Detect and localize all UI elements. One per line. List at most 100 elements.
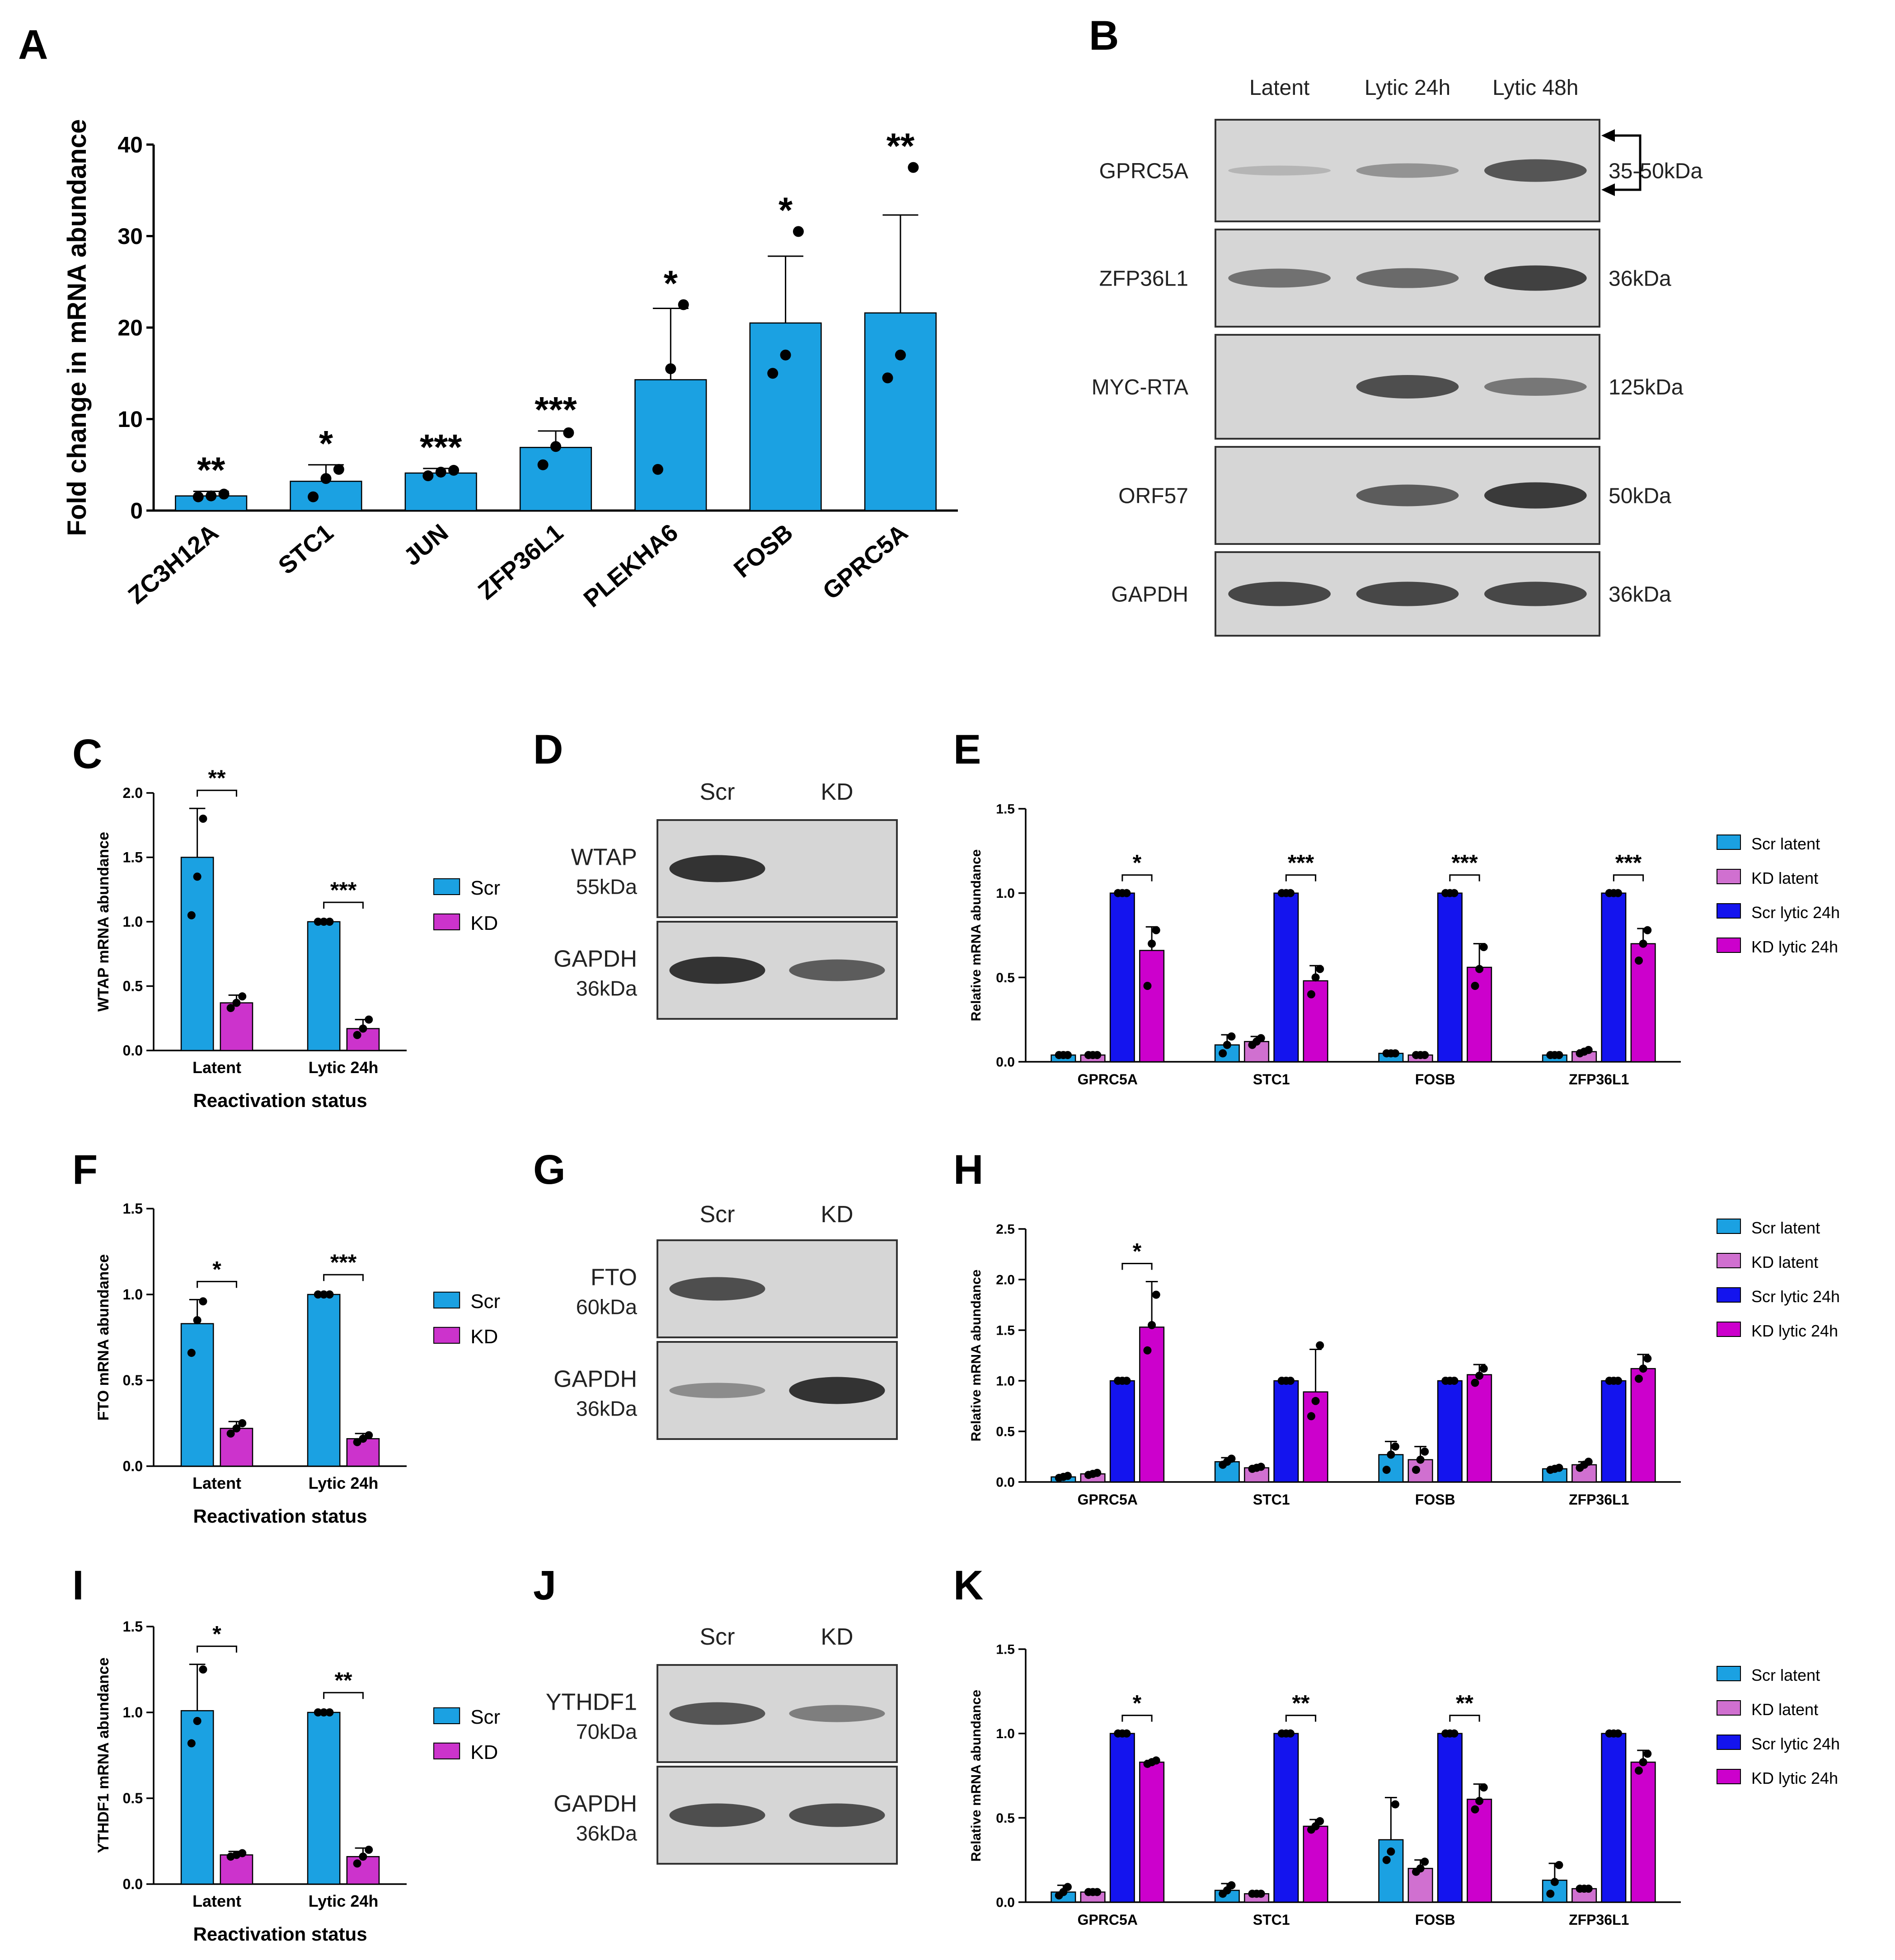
chart-h-relative-mrna: 0.0 0.5 1.0 1.5 2.0 2.5 Relative mRNA abundanc… — [969, 1219, 1840, 1508]
bar — [1303, 1825, 1328, 1903]
x-tick-label: ZFP36L1 — [1569, 1491, 1629, 1508]
bar — [1378, 1454, 1404, 1483]
data-point — [1546, 1890, 1555, 1898]
data-point — [1416, 1455, 1425, 1464]
significance-bracket — [1449, 874, 1480, 882]
significance-marker: *** — [535, 389, 577, 430]
significance-marker: * — [664, 263, 678, 303]
data-point — [238, 1849, 247, 1857]
data-point — [1143, 982, 1152, 990]
data-point — [1475, 1371, 1484, 1380]
data-point — [1064, 1051, 1072, 1060]
bar — [519, 447, 592, 511]
bar — [220, 1002, 253, 1051]
legend-swatch — [1717, 1322, 1741, 1337]
y-tick-label: 0.5 — [123, 1790, 143, 1806]
data-point — [767, 368, 779, 379]
y-tick-label: 1.0 — [123, 1704, 143, 1721]
x-tick-label: Lytic 24h — [309, 1058, 379, 1077]
legend-swatch — [1717, 1219, 1741, 1234]
y-tick-label: 0.0 — [123, 1458, 143, 1474]
y-tick-label: 0.5 — [996, 971, 1015, 985]
bar — [1273, 1733, 1299, 1903]
data-point — [1634, 957, 1643, 965]
blot-band — [669, 957, 765, 984]
legend-swatch — [1717, 835, 1741, 850]
y-tick-label: 0.0 — [996, 1895, 1015, 1910]
chart-i-ythdf1: 0.0 0.5 1.0 1.5 YTHDF1 mRNA abundance Reactiv… — [95, 1618, 500, 1945]
data-point — [1387, 1847, 1395, 1856]
data-point — [422, 470, 434, 482]
significance-marker: ** — [335, 1668, 352, 1693]
blot-column-label: Lytic 24h — [1365, 76, 1450, 100]
legend-swatch — [1717, 1253, 1741, 1268]
data-point — [314, 1290, 322, 1299]
data-point — [1391, 1800, 1400, 1809]
bar — [1601, 1380, 1627, 1483]
bar — [180, 857, 214, 1051]
legend-label: Scr latent — [1751, 835, 1820, 853]
data-point — [1093, 1051, 1102, 1060]
y-tick-label: 1.5 — [996, 802, 1015, 817]
legend-label: KD — [470, 1326, 498, 1348]
x-tick-label: STC1 — [1253, 1491, 1290, 1508]
data-point — [1143, 1346, 1152, 1355]
panel-letter-k: K — [953, 1562, 983, 1608]
significance-bracket — [197, 1646, 237, 1653]
legend-label: Scr — [470, 877, 500, 899]
y-tick-label: 10 — [117, 407, 143, 432]
y-tick-label: 40 — [117, 132, 143, 158]
western-blot-d: Scr KD WTAP 55kDa GAPDH 36kDa — [553, 779, 898, 1020]
data-point — [206, 490, 217, 502]
data-point — [1227, 1881, 1236, 1890]
blot-row-label: GAPDH — [1111, 582, 1188, 606]
significance-marker: * — [1133, 850, 1142, 876]
data-point — [1286, 889, 1295, 897]
data-point — [1152, 926, 1160, 934]
blot-band — [1356, 268, 1459, 288]
data-point — [319, 918, 328, 926]
chart-e-relative-mrna: 0.0 0.5 1.0 1.5 Relative mRNA abundance * GPRC… — [969, 802, 1840, 1088]
data-point — [1421, 1857, 1429, 1866]
x-axis-title: Reactivation status — [193, 1505, 367, 1527]
data-point — [314, 1708, 322, 1716]
bar — [180, 1323, 214, 1467]
blot-column-label: Lytic 48h — [1492, 76, 1578, 100]
bar — [1273, 892, 1299, 1063]
bar — [1437, 1733, 1463, 1903]
data-point — [1316, 965, 1324, 973]
data-point — [1316, 1817, 1324, 1825]
legend-swatch — [433, 1327, 460, 1344]
data-point — [1391, 1049, 1400, 1058]
y-tick-label: 1.5 — [123, 1618, 143, 1635]
data-point — [1122, 1729, 1131, 1738]
bar — [1139, 1327, 1165, 1483]
data-point — [365, 1846, 373, 1854]
bar — [1407, 1868, 1433, 1903]
y-tick-label: 1.0 — [996, 1374, 1015, 1389]
data-point — [1471, 1805, 1479, 1814]
panel-letter-f: F — [72, 1147, 98, 1193]
data-point — [1307, 1412, 1315, 1421]
data-point — [1382, 1856, 1391, 1864]
significance-marker: *** — [1288, 850, 1314, 876]
legend-swatch — [433, 913, 460, 931]
significance-bracket — [1121, 1715, 1153, 1722]
significance-marker: *** — [1451, 850, 1478, 876]
y-tick-label: 2.0 — [996, 1273, 1015, 1288]
y-tick-label: 0.5 — [996, 1425, 1015, 1440]
blot-kda-label: 36kDa — [576, 1397, 638, 1421]
panel-letter-h: H — [953, 1147, 983, 1193]
blot-kda-label: 36kDa — [1609, 267, 1671, 291]
blot-row-label: YTHDF1 — [546, 1689, 637, 1716]
data-point — [308, 491, 319, 502]
blot-band — [669, 1383, 765, 1398]
blot-row-label: ZFP36L1 — [1099, 267, 1188, 291]
significance-marker: ** — [887, 126, 915, 166]
y-tick-label: 1.5 — [996, 1642, 1015, 1657]
significance-bracket — [1449, 1715, 1480, 1722]
data-point — [193, 872, 202, 881]
significance-marker: ** — [1456, 1691, 1473, 1716]
bar — [220, 1428, 253, 1467]
